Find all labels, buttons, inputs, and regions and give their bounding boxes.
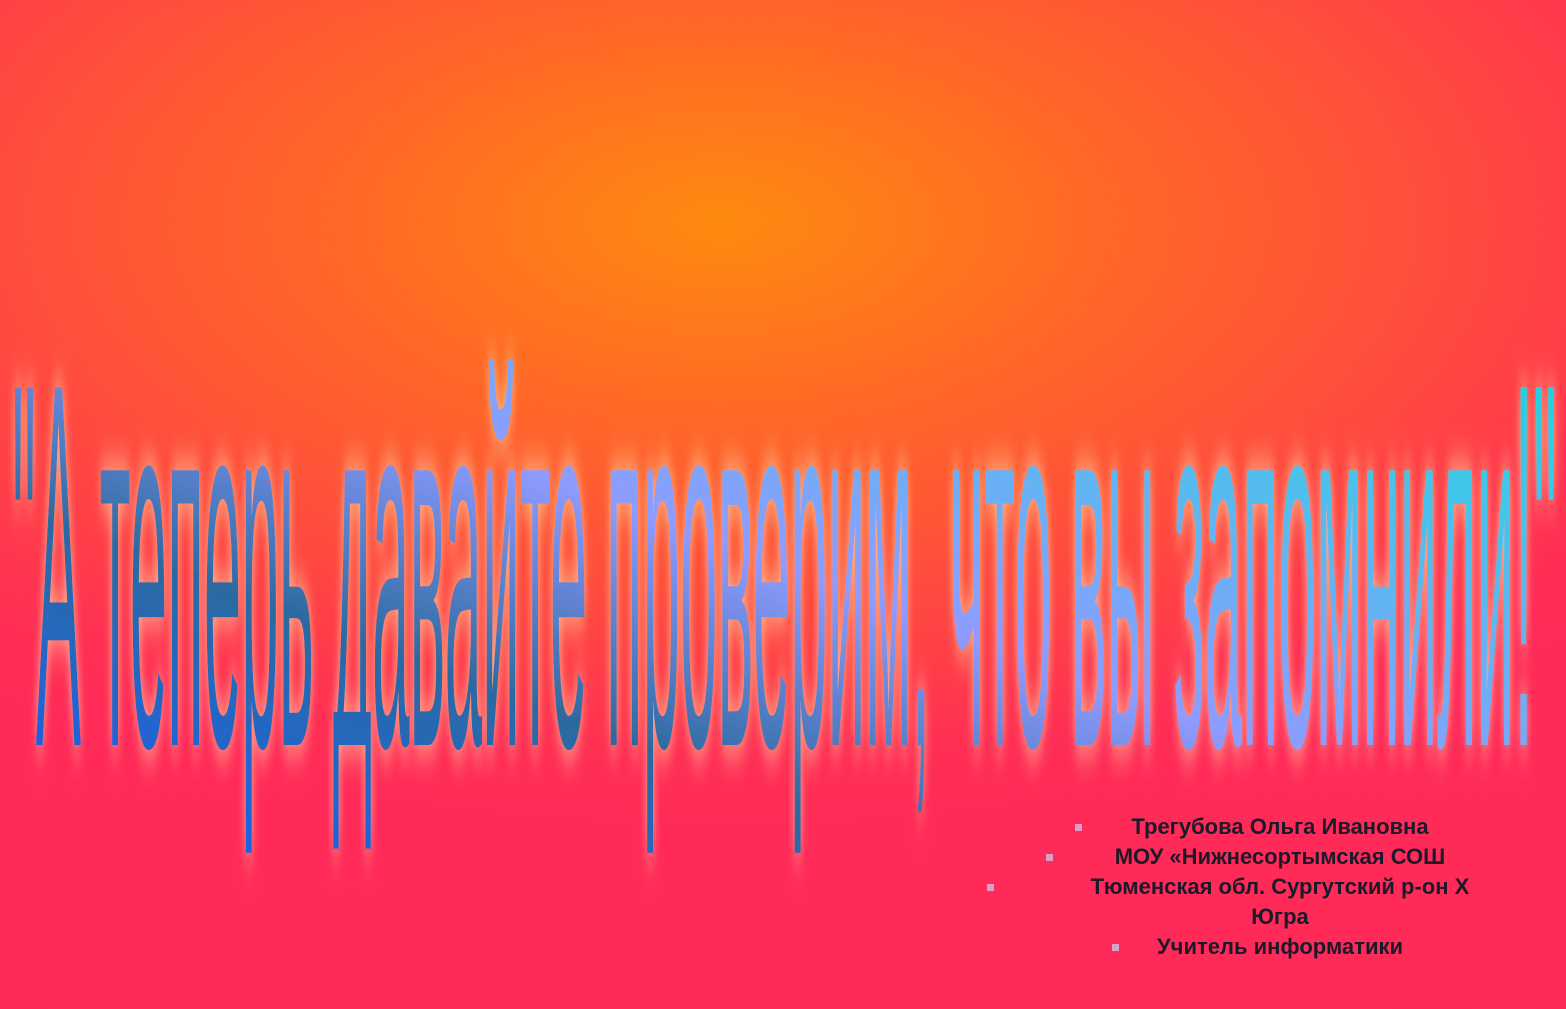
author-position: Учитель информатики: [970, 932, 1566, 962]
author-name: Трегубова Ольга Ивановна: [970, 812, 1566, 842]
title-text: "А теперь давайте проверим, что вы запом…: [12, 276, 1557, 859]
author-school: МОУ «Нижнесортымская СОШ: [970, 842, 1566, 872]
square-bullet-icon: [1046, 854, 1053, 861]
author-info: Трегубова Ольга Ивановна МОУ «Нижнесорты…: [970, 812, 1566, 962]
author-region-cont: Югра: [1251, 904, 1309, 929]
author-region: Тюменская обл. Сургутский р-он Х: [970, 872, 1566, 902]
square-bullet-icon: [987, 884, 994, 891]
square-bullet-icon: [1112, 944, 1119, 951]
square-bullet-icon: [1075, 824, 1082, 831]
